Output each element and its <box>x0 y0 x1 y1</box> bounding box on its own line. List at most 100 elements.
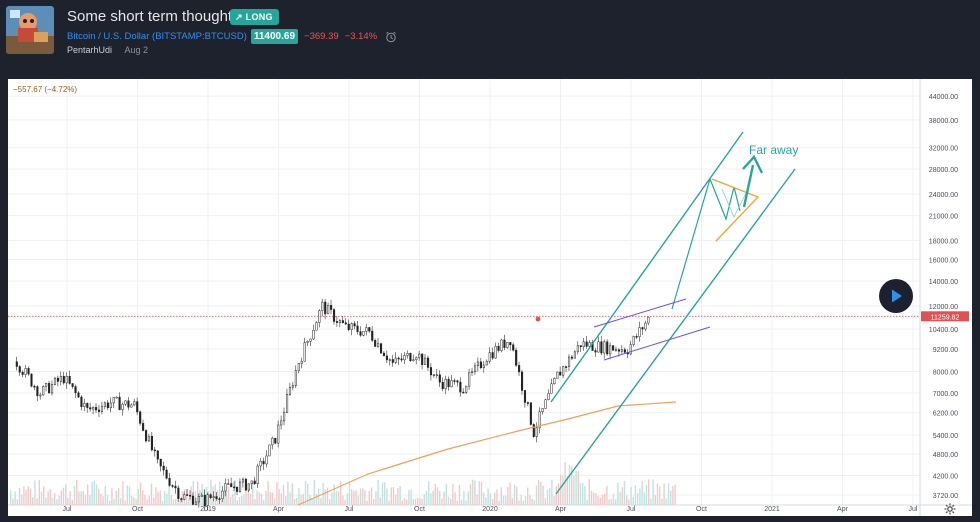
y-tick-label: 24000.00 <box>929 192 958 199</box>
candle-body <box>550 383 553 394</box>
candle-body <box>318 310 321 323</box>
y-tick-label: 12000.00 <box>929 304 958 311</box>
volume-bar <box>278 489 280 505</box>
volume-bar <box>634 485 637 505</box>
candle-body <box>465 385 468 393</box>
volume-bar <box>34 480 36 505</box>
volume-bar <box>637 493 639 505</box>
volume-bar <box>487 488 489 505</box>
volume-bar <box>249 493 252 505</box>
volume-bar <box>650 498 652 505</box>
candle-body <box>479 361 482 368</box>
volume-bar <box>491 498 494 505</box>
candle-body <box>335 321 339 323</box>
volume-bar <box>146 499 148 505</box>
candle-body <box>150 436 153 451</box>
volume-bar <box>234 479 236 505</box>
volume-bar <box>645 485 648 505</box>
candle-body <box>333 309 336 322</box>
author-name[interactable]: PentarhUdi <box>67 45 113 55</box>
symbol-name-link[interactable]: Bitcoin / U.S. Dollar <box>67 31 150 42</box>
candle-body <box>42 386 45 396</box>
candle-body <box>532 424 535 437</box>
volume-bar <box>18 488 21 505</box>
candle-body <box>118 396 121 411</box>
price-chart[interactable]: 44000.00 38000.00 32000.00 28000.00 24000.00… <box>8 79 972 516</box>
volume-bar <box>128 486 131 505</box>
author-row: PentarhUdi Aug 2 <box>67 45 148 55</box>
x-tick-label: Oct <box>696 506 707 513</box>
volume-bar <box>186 489 188 505</box>
volume-bar <box>175 499 177 505</box>
volume-bar <box>269 492 271 505</box>
volume-bar <box>40 491 43 505</box>
play-replay-button[interactable] <box>879 279 913 313</box>
volume-bar <box>80 491 82 505</box>
volume-bar <box>659 486 661 505</box>
candle-body <box>529 402 532 425</box>
candle-body <box>177 487 180 499</box>
volume-bar <box>454 492 456 505</box>
author-avatar[interactable] <box>6 6 54 54</box>
volume-bar <box>32 497 34 505</box>
x-tick-label: Apr <box>837 506 849 513</box>
candle-body <box>27 368 30 375</box>
volume-bar <box>667 483 670 505</box>
volume-bar <box>531 498 533 505</box>
volume-bar <box>546 489 549 505</box>
candle-body <box>262 460 265 465</box>
volume-bar <box>417 497 419 505</box>
candle-body <box>80 396 83 407</box>
candle-body <box>603 341 606 354</box>
volume-bar <box>533 500 535 505</box>
volume-bar <box>84 495 87 505</box>
candle-body <box>95 407 98 411</box>
volume-bar <box>564 462 566 505</box>
candle-body <box>447 378 450 388</box>
volume-bar <box>623 480 626 505</box>
volume-bar <box>324 489 326 505</box>
candle-body <box>133 401 136 406</box>
volume-bar <box>494 492 496 505</box>
candle-body <box>444 378 447 390</box>
volume-bar <box>304 480 307 505</box>
volume-bar <box>236 500 238 505</box>
volume-bar <box>632 496 634 505</box>
y-tick-label: 10400.00 <box>929 327 958 334</box>
long-badge: ↗ LONG <box>230 9 279 25</box>
candle-body <box>62 375 65 384</box>
candle-body <box>286 394 289 413</box>
candle-body <box>576 345 579 353</box>
candle-body <box>629 344 632 355</box>
volume-bar <box>461 500 463 505</box>
volume-bar <box>419 498 421 505</box>
volume-bar <box>348 483 351 505</box>
volume-bar <box>311 498 313 505</box>
volume-bar <box>489 493 491 505</box>
volume-bar <box>159 490 161 505</box>
chart-canvas[interactable]: 44000.00 38000.00 32000.00 28000.00 24000.00… <box>8 79 972 516</box>
volume-bar <box>241 495 243 505</box>
volume-bar <box>153 497 155 505</box>
candle-body <box>503 339 506 348</box>
candle-body <box>121 403 124 411</box>
gear-icon[interactable] <box>944 503 956 515</box>
candle-body <box>294 370 297 386</box>
volume-bar <box>441 498 443 505</box>
candle-body <box>300 360 303 364</box>
volume-bar <box>188 498 190 505</box>
volume-bar <box>542 485 544 505</box>
candle-body <box>312 329 315 340</box>
volume-bar <box>214 484 216 505</box>
flag-upper-line <box>593 298 687 328</box>
volume-bar <box>430 493 432 505</box>
volume-bar <box>100 493 102 505</box>
candle-body <box>71 383 74 387</box>
candle-body <box>526 402 529 404</box>
volume-bar <box>219 481 221 505</box>
volume-bar <box>144 494 146 505</box>
volume-bar <box>67 498 69 505</box>
symbol-exchange-link[interactable]: BITSTAMP:BTCUSD <box>155 31 244 42</box>
alarm-clock-icon[interactable] <box>385 31 397 43</box>
volume-bar <box>243 494 245 505</box>
